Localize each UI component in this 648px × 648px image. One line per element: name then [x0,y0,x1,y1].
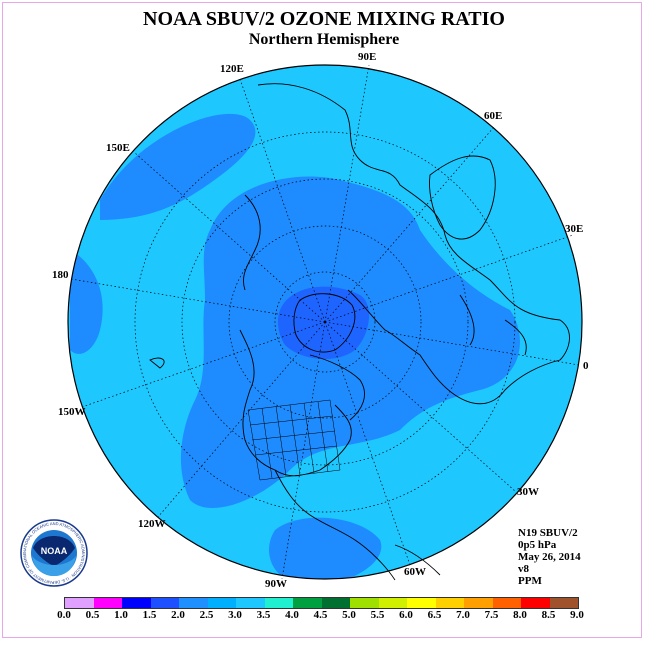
lon-label-90e: 90E [358,51,377,63]
info-instrument: N19 SBUV/2 [518,527,578,539]
map-boundary [67,64,583,580]
lon-label-60e: 60E [484,110,503,122]
colorbar-tick-label: 6.5 [427,609,442,621]
colorbar-tick-label: 3.0 [228,609,242,621]
info-level: 0p5 hPa [518,539,557,551]
info-block: N19 SBUV/2 0p5 hPa May 26, 2014 v8 PPM [518,527,581,587]
lon-label-0: 0 [583,360,589,372]
colorbar-tick-label: 9.0 [570,609,584,621]
colorbar-cell [93,598,122,608]
ozone-band-2-5-north [100,113,256,220]
colorbar-cell [236,598,265,608]
graticule [70,64,580,580]
colorbar-tick-label: 7.5 [484,609,499,621]
colorbar [64,597,579,609]
lon-label-150w: 150W [58,406,86,418]
colorbar-tick-label: 5.0 [342,609,356,621]
colorbar-tick-label: 0.0 [57,609,71,621]
info-units: PPM [518,575,542,587]
colorbar-cell [492,598,521,608]
colorbar-tick-label: 4.0 [285,609,299,621]
info-date: May 26, 2014 [518,551,581,563]
figure-frame [2,2,642,638]
colorbar-ticks: 0.0 0.5 1.0 1.5 2.0 2.5 3.0 3.5 4.0 4.5 5.0 5.5 6.0 6… [50,609,610,623]
ozone-band-2-5-south [268,517,382,579]
map-title: NOAA SBUV/2 OZONE MIXING RATIO [143,8,505,30]
lon-label-150e: 150E [106,142,130,154]
south-america-coast [394,544,441,576]
colorbar-cell [293,598,322,608]
noaa-logo: NOAA NATIONAL OCEANIC AND ATMOSPHERIC AD… [19,518,88,587]
colorbar-tick-label: 8.0 [513,609,527,621]
colorbar-tick-label: 5.5 [370,609,385,621]
arctic-islands [293,293,356,353]
africa-coast [504,319,527,356]
info-version: v8 [518,563,529,575]
lon-label-60w: 60W [404,566,426,578]
lon-label-120e: 120E [220,63,244,75]
colorbar-cell [549,598,578,608]
lon-label-30w: 30W [517,486,539,498]
colorbar-cell [321,598,350,608]
colorbar-tick-label: 3.5 [256,609,271,621]
central-america-coast [274,469,396,581]
lon-label-30e: 30E [565,223,584,235]
logo-wordmark: NOAA [41,546,68,556]
colorbar-cell [179,598,208,608]
colorbar-tick-label: 0.5 [85,609,100,621]
colorbar-cell [150,598,179,608]
lon-label-120w: 120W [138,518,166,530]
us-state-grid [247,399,341,481]
colorbar-cell [378,598,407,608]
colorbar-tick-label: 6.0 [399,609,413,621]
colorbar-tick-label: 2.5 [199,609,214,621]
colorbar-cell [521,598,550,608]
north-america-coast [239,329,352,477]
coastlines [149,83,570,581]
colorbar-cell [464,598,493,608]
colorbar-tick-label: 1.5 [142,609,157,621]
colorbar-cell [65,598,94,608]
greenland-coast [309,354,365,421]
colorbar-tick-label: 7.0 [456,609,470,621]
pacific-asia-coast [243,194,261,291]
colorbar-tick-label: 4.5 [313,609,328,621]
colorbar-tick-label: 8.5 [541,609,556,621]
colorbar-cell [264,598,293,608]
colorbar-cell [435,598,464,608]
ozone-band-2-5-west [70,250,103,354]
lon-label-90w: 90W [265,578,287,590]
hawaii-coast [149,357,165,369]
lon-label-180: 180 [52,269,69,281]
map-subtitle: Northern Hemisphere [248,31,400,48]
colorbar-cell [122,598,151,608]
colorbar-tick-label: 1.0 [114,609,128,621]
colorbar-cell [207,598,236,608]
colorbar-cell [407,598,436,608]
colorbar-tick-label: 2.0 [171,609,185,621]
colorbar-cell [350,598,379,608]
eurasia-coast [257,83,570,405]
arabia-coast [429,155,496,240]
mediterranean-coast [459,294,475,346]
